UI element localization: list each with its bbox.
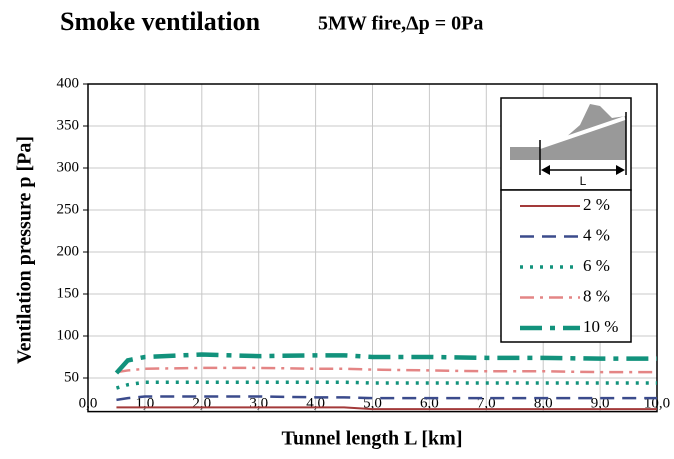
plot-frame (87, 83, 658, 413)
legend-label: 2 % (583, 195, 610, 214)
series-line (116, 395, 657, 402)
x-tick-label: 2,0 (192, 395, 211, 411)
x-tick-label: 3,0 (249, 395, 268, 411)
y-tick-label: 50 (64, 369, 79, 385)
y-tick-label: 250 (57, 201, 80, 217)
chart-title: Smoke ventilation (60, 7, 261, 36)
y-tick-label: 200 (57, 243, 80, 259)
arrow-heads (541, 165, 625, 175)
legend: 2 % 4 % 6 % 8 % 10 % (500, 189, 632, 343)
x-tick-label: 5,0 (363, 395, 382, 411)
x-tick-label: 9,0 (591, 395, 610, 411)
tunnel (539, 116, 626, 149)
x-axis-label: Tunnel length L [km] (282, 428, 463, 450)
legend-label: 6 % (583, 256, 610, 275)
y-tick-label: 150 (57, 285, 80, 301)
y-tick-label: 350 (57, 117, 80, 133)
legend-label: 10 % (583, 317, 618, 336)
x-tick-label: 6,0 (420, 395, 439, 411)
legend-label: 4 % (583, 225, 610, 244)
y-tick-label: 300 (57, 159, 80, 175)
series-line (114, 352, 657, 375)
chart-subtitle: 5MW fire,Δp = 0Pa (318, 13, 483, 35)
series-line (116, 366, 657, 374)
series-line (116, 406, 657, 411)
x-tick-label: 8,0 (534, 395, 553, 411)
legend-label: 8 % (583, 286, 610, 305)
inset-label: L (580, 174, 587, 188)
x-tick-label: 7,0 (477, 395, 496, 411)
terrain (510, 104, 626, 160)
y-tick-label: 400 (57, 75, 80, 91)
y-tick-label: 100 (57, 327, 80, 343)
x-tick-label: 1,0 (136, 395, 155, 411)
inset-diagram: L (500, 97, 632, 191)
y-axis-label: Ventilation pressure p [Pa] (14, 136, 36, 364)
